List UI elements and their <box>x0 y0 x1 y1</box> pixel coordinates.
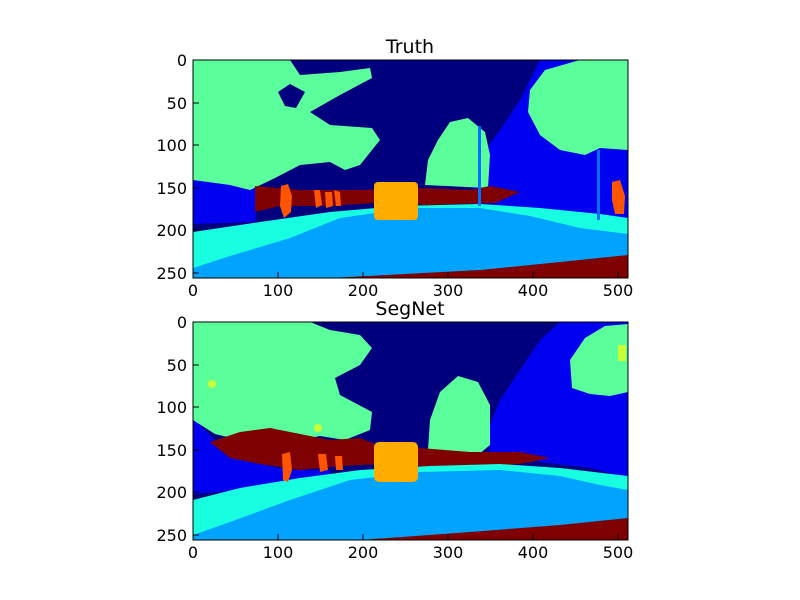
truth-pedestrian-3 <box>325 192 333 208</box>
truth-x-tick-label: 300 <box>433 281 464 300</box>
truth-y-tick-label: 0 <box>177 51 187 70</box>
segnet-x-tick-label: 500 <box>603 543 634 562</box>
truth-tree-left-gap <box>278 84 305 108</box>
segnet-y-tick-label: 200 <box>156 483 187 502</box>
segnet-pedestrian-1 <box>282 452 292 482</box>
segnet-x-tick-label: 200 <box>348 543 379 562</box>
truth-tree-center <box>425 118 490 188</box>
truth-pole-2 <box>597 150 600 220</box>
truth-y-tick-label: 150 <box>156 179 187 198</box>
segnet-sign-blob <box>208 380 216 388</box>
truth-car <box>374 182 418 220</box>
segnet-y-tick-label: 250 <box>156 526 187 545</box>
segnet-road <box>193 470 628 540</box>
segnet-sign-blob <box>618 345 626 361</box>
segnet-y-tick-label: 0 <box>177 313 187 332</box>
segnet-axes-frame <box>192 321 629 541</box>
segnet-unlabelled-bottom <box>360 518 628 540</box>
truth-x-tick-label: 100 <box>263 281 294 300</box>
segnet-x-tick-label: 300 <box>433 543 464 562</box>
truth-panel: Truth <box>156 36 633 300</box>
segnet-x-tick-label: 400 <box>518 543 549 562</box>
segnet-x-tick-label: 100 <box>263 543 294 562</box>
segnet-building-left <box>193 418 330 494</box>
truth-pole-1 <box>478 126 481 206</box>
segnet-y-ticks: 0 50 100 150 200 250 <box>156 313 199 545</box>
segnet-title: SegNet <box>375 298 444 320</box>
segnet-car <box>374 442 418 482</box>
segnet-pedestrian-2 <box>318 454 328 472</box>
segnet-tree-center <box>428 376 490 455</box>
truth-y-tick-label: 50 <box>167 94 187 113</box>
truth-x-ticks: 0 100 200 300 400 500 <box>188 272 633 300</box>
segnet-segmentation-image <box>193 322 628 540</box>
segnet-y-tick-label: 50 <box>167 356 187 375</box>
segnet-tree-right <box>570 324 628 396</box>
segnet-y-tick-label: 150 <box>156 441 187 460</box>
truth-y-tick-label: 250 <box>156 264 187 283</box>
segnet-pedestrian-3 <box>335 456 343 470</box>
truth-x-tick-label: 500 <box>603 281 634 300</box>
truth-tree-left <box>193 60 380 190</box>
segnet-x-tick-label: 0 <box>188 543 198 562</box>
truth-pedestrian-5 <box>612 180 625 214</box>
truth-title: Truth <box>385 36 434 58</box>
segnet-sign-blob <box>314 424 322 432</box>
truth-y-tick-label: 100 <box>156 136 187 155</box>
truth-tree-right <box>528 60 628 155</box>
truth-pedestrian-2 <box>314 190 322 208</box>
truth-segmentation-image <box>193 60 628 278</box>
truth-y-ticks: 0 50 100 150 200 250 <box>156 51 199 283</box>
segnet-tree-left <box>193 322 372 445</box>
truth-road <box>193 208 628 278</box>
truth-axes-frame <box>192 59 629 279</box>
segnet-y-tick-label: 100 <box>156 398 187 417</box>
segnet-panel: SegNet <box>156 298 633 562</box>
truth-y-tick-label: 200 <box>156 221 187 240</box>
truth-pedestrian-1 <box>280 184 292 218</box>
truth-x-tick-label: 200 <box>348 281 379 300</box>
truth-unlabelled-bottom <box>330 255 628 278</box>
truth-pedestrian-4 <box>334 190 341 206</box>
truth-x-tick-label: 0 <box>188 281 198 300</box>
truth-x-tick-label: 400 <box>518 281 549 300</box>
